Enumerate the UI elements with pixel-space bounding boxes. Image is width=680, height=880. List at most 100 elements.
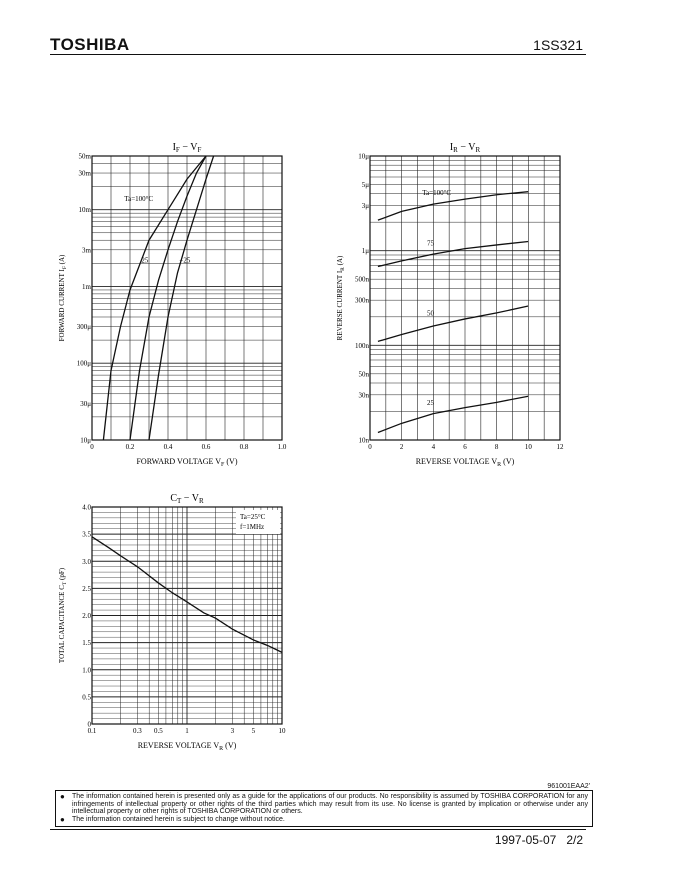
x-axis-label: REVERSE VOLTAGE VR (V) (138, 741, 237, 752)
series-label: Ta=100°C (124, 195, 153, 203)
footer-page: 2/2 (566, 833, 583, 847)
y-tick-label: 10μ (80, 437, 91, 445)
y-tick-label: 5μ (362, 181, 370, 189)
x-tick-label: 3 (231, 727, 235, 735)
x-axis-label: REVERSE VOLTAGE VR (V) (416, 457, 515, 468)
chart-title: IF − VF (173, 142, 202, 154)
chart-title: CT − VR (170, 493, 204, 505)
bullet-icon: ● (60, 814, 65, 824)
grid (92, 507, 282, 724)
x-tick-label: 0.4 (164, 443, 173, 451)
disclaimer-item: ● The information contained herein is su… (60, 814, 588, 824)
y-tick-label: 4.0 (82, 504, 91, 512)
header-rule (50, 54, 586, 55)
series-label: 75 (427, 240, 435, 248)
plot-frame (369, 155, 561, 441)
part-number: 1SS321 (533, 37, 583, 53)
x-tick-label: 0.8 (240, 443, 249, 451)
y-tick-label: 3μ (362, 202, 370, 210)
plot-frame (91, 155, 283, 441)
footer-date: 1997-05-07 (494, 833, 557, 847)
x-tick-label: 1 (185, 727, 189, 735)
y-tick-label: 2.0 (82, 612, 91, 620)
series-label: −25 (179, 257, 190, 265)
series-label: 50 (427, 309, 435, 317)
y-tick-label: 1m (82, 283, 92, 291)
y-tick-label: 100n (355, 342, 370, 350)
y-axis-label: FORWARD CURRENT IF (A) (58, 254, 68, 341)
x-tick-label: 0.3 (133, 727, 142, 735)
y-tick-label: 0.5 (82, 693, 91, 701)
series-label: 25 (427, 399, 435, 407)
y-tick-label: 50m (79, 153, 92, 161)
y-tick-label: 100μ (77, 360, 92, 368)
x-tick-label: 6 (463, 443, 467, 451)
condition-text: f=1MHz (240, 523, 264, 531)
y-tick-label: 300n (355, 297, 370, 305)
x-tick-label: 0.1 (88, 727, 97, 735)
x-tick-label: 4 (432, 443, 436, 451)
x-tick-label: 10 (279, 727, 287, 735)
brand-logo: TOSHIBA (50, 35, 130, 54)
series-line (377, 191, 529, 221)
x-tick-label: 0 (90, 443, 94, 451)
y-axis-label: TOTAL CAPACITANCE CT (pF) (58, 567, 68, 663)
disclaimer-text: The information contained herein is subj… (72, 815, 285, 823)
chart-if-vf: 0 0.2 0.4 0.6 0.8 1.0 10μ 30μ 100μ 300μ 1m 3m 10m 30m… (58, 142, 287, 468)
y-tick-label: 10μ (358, 153, 369, 161)
y-tick-label: 3.0 (82, 558, 91, 566)
y-tick-label: 30μ (80, 400, 91, 408)
disclaimer-item: ● The information contained herein is pr… (60, 793, 588, 816)
x-tick-label: 8 (495, 443, 499, 451)
y-tick-label: 1.5 (82, 639, 91, 647)
series-line (148, 155, 215, 441)
y-tick-label: 1μ (362, 247, 370, 255)
y-tick-label: 50n (359, 370, 370, 378)
y-tick-label: 30n (359, 391, 370, 399)
document-code: 961001EAA2' (547, 783, 590, 790)
y-tick-label: 10m (79, 206, 92, 214)
y-tick-label: 0 (88, 721, 92, 729)
x-tick-label: 2 (400, 443, 404, 451)
y-tick-label: 300μ (77, 323, 92, 331)
y-tick-label: 3m (82, 246, 92, 254)
y-tick-label: 1.0 (82, 666, 91, 674)
chart-ct-vr: 0.1 0.3 0.5 1 3 5 10 0 0.5 1.0 1.5 2.0 2.5 3.0 3.5 4.0 C… (58, 493, 286, 752)
conditions-box (236, 510, 280, 534)
x-tick-label: 0.5 (154, 727, 163, 735)
y-tick-label: 500n (355, 276, 370, 284)
y-axis-label: REVERSE CURRENT IR (A) (336, 255, 346, 340)
y-tick-label: 30m (79, 170, 92, 178)
x-tick-label: 1.0 (278, 443, 287, 451)
series-label: Ta=100°C (422, 189, 451, 197)
disclaimer-box: ● The information contained herein is pr… (55, 790, 593, 827)
x-tick-label: 5 (252, 727, 256, 735)
x-tick-label: 0.6 (202, 443, 211, 451)
y-tick-label: 3.5 (82, 531, 91, 539)
series-label: 25 (141, 257, 149, 265)
chart-ir-vr: 0 2 4 6 8 10 12 10n 30n 50n 100n 300n 500n 1μ 3μ 5μ 10μ I… (336, 142, 564, 468)
bullet-icon: ● (60, 792, 65, 801)
series-line (377, 395, 529, 434)
series-line (91, 536, 283, 653)
x-tick-label: 0.2 (126, 443, 135, 451)
grid (370, 156, 560, 440)
y-tick-label: 10n (359, 437, 370, 445)
plot-frame (91, 506, 283, 725)
chart-title: IR − VR (450, 142, 481, 154)
series-line (377, 305, 529, 343)
footer-rule (50, 829, 586, 830)
footer-date-page: 1997-05-07 2/2 (495, 833, 583, 847)
x-tick-label: 0 (368, 443, 372, 451)
series-line (129, 155, 207, 441)
condition-text: Ta=25°C (240, 513, 266, 521)
x-tick-label: 10 (525, 443, 533, 451)
series-line (377, 240, 529, 268)
y-tick-label: 2.5 (82, 585, 91, 593)
disclaimer-text: The information contained herein is pres… (72, 793, 588, 815)
series-line (102, 155, 207, 441)
x-axis-label: FORWARD VOLTAGE VF (V) (136, 457, 237, 468)
grid (92, 156, 282, 440)
x-tick-label: 12 (557, 443, 565, 451)
